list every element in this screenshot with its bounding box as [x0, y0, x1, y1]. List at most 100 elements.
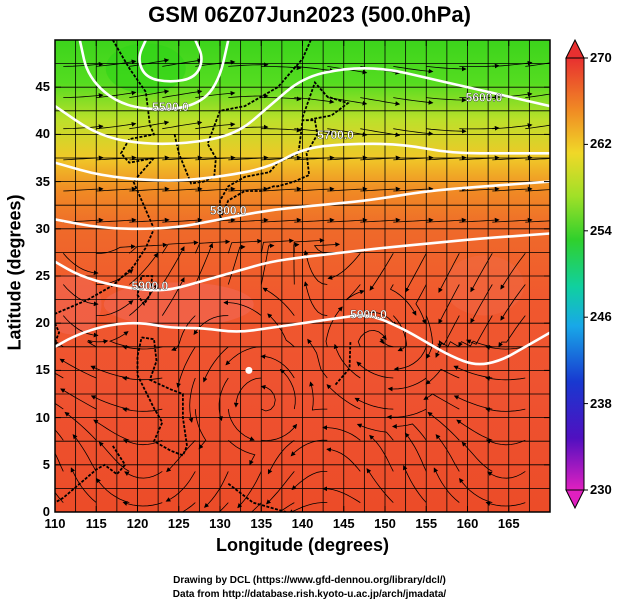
- contour-label: 5800.0: [210, 204, 247, 218]
- streamline: [485, 439, 526, 446]
- streamline: [360, 217, 401, 223]
- streamline: [87, 339, 109, 348]
- y-axis-label: Latitude (degrees): [4, 194, 25, 351]
- streamline: [461, 441, 493, 472]
- x-tick-label: 115: [85, 516, 107, 531]
- streamline: [294, 66, 335, 73]
- streamline: [386, 408, 427, 420]
- streamline: [485, 376, 526, 381]
- streamline: [492, 123, 533, 130]
- contour-label: 5700.0: [317, 128, 354, 142]
- streamline: [404, 432, 427, 472]
- streamline: [326, 384, 361, 410]
- streamline: [251, 502, 262, 512]
- streamline: [389, 284, 417, 316]
- streamline: [322, 425, 361, 441]
- low-pressure-patch: [105, 43, 186, 94]
- streamline: [405, 253, 427, 293]
- streamline: [195, 186, 236, 192]
- streamline: [291, 471, 328, 491]
- streamline: [227, 238, 263, 254]
- x-axis-label: Longitude (degrees): [215, 535, 389, 555]
- streamline: [459, 217, 500, 223]
- streamline: [393, 97, 434, 105]
- streamline: [260, 354, 295, 379]
- streamline: [260, 384, 276, 412]
- streamline: [96, 477, 130, 503]
- streamline: [62, 253, 99, 276]
- streamline: [466, 315, 493, 345]
- streamline: [122, 501, 163, 507]
- x-tick-label: 150: [374, 516, 396, 531]
- streamline: [437, 315, 460, 349]
- y-tick-label: 40: [35, 126, 50, 142]
- streamline: [166, 440, 196, 473]
- streamline: [63, 93, 104, 98]
- colorbar-tick-label: 270: [590, 50, 612, 65]
- streamline: [433, 467, 460, 503]
- streamline: [279, 369, 296, 410]
- y-tick-label: 30: [35, 220, 50, 236]
- streamline: [181, 502, 196, 512]
- streamline: [161, 277, 185, 316]
- streamline: [59, 358, 97, 379]
- height-contour-5600: [55, 66, 550, 146]
- streamline: [327, 155, 368, 161]
- streamline: [98, 441, 130, 472]
- streamline: [278, 502, 295, 512]
- streamline: [161, 246, 185, 285]
- streamline: [525, 93, 550, 98]
- streamline: [228, 155, 269, 161]
- height-contour-5550: [138, 40, 203, 83]
- streamline: [129, 252, 159, 285]
- streamline: [294, 217, 335, 223]
- streamline: [162, 58, 203, 67]
- streamline: [129, 58, 170, 67]
- streamline: [379, 338, 394, 348]
- streamline: [313, 242, 341, 254]
- streamline: [459, 155, 500, 161]
- streamline: [228, 186, 269, 192]
- streamline: [165, 471, 196, 502]
- streamline: [500, 253, 526, 290]
- streamline: [327, 217, 368, 223]
- streamline: [124, 471, 163, 479]
- streamline: [228, 93, 269, 99]
- streamline: [228, 62, 269, 68]
- streamline: [485, 407, 526, 413]
- x-tick-label: 135: [250, 516, 273, 531]
- streamline: [162, 186, 203, 192]
- streamline: [459, 63, 500, 69]
- y-tick-label: 5: [42, 456, 50, 472]
- streamline: [426, 155, 467, 161]
- streamline: [360, 97, 401, 106]
- streamline: [525, 220, 550, 223]
- streamline: [425, 368, 460, 385]
- coastline: [136, 275, 154, 306]
- streamline: [415, 284, 427, 325]
- streamline: [525, 124, 550, 130]
- streamline: [425, 315, 433, 359]
- streamline: [260, 238, 294, 254]
- streamline: [96, 186, 137, 192]
- y-tick-label: 15: [35, 362, 50, 378]
- streamline: [326, 447, 361, 472]
- streamline: [366, 468, 394, 503]
- streamline: [345, 284, 365, 301]
- y-tick-label: 25: [35, 268, 50, 283]
- high-pressure-patch: [444, 255, 524, 316]
- streamline: [360, 311, 397, 327]
- streamline: [194, 239, 231, 254]
- streamline: [322, 486, 361, 503]
- streamline: [261, 423, 298, 442]
- streamline: [369, 253, 394, 291]
- contour-label: 5600.0: [466, 90, 503, 104]
- streamline: [63, 124, 104, 130]
- streamline: [393, 186, 434, 192]
- streamline: [456, 419, 493, 441]
- streamline: [360, 155, 401, 161]
- streamline: [55, 491, 64, 503]
- colorbar-tick-label: 262: [590, 136, 612, 152]
- streamline: [70, 467, 97, 503]
- streamline: [122, 345, 163, 350]
